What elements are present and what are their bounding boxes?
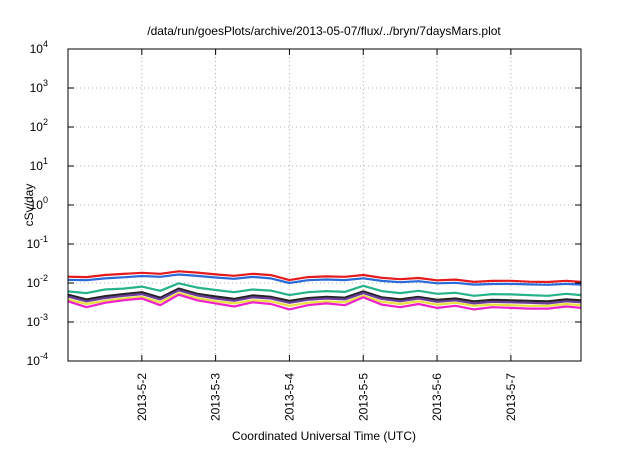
- y-tick-label: 102: [30, 117, 48, 134]
- y-axis-label: cSv/day: [22, 184, 36, 227]
- series-line: [67, 292, 582, 307]
- x-tick-label: 2013-5-5: [356, 373, 370, 421]
- x-tick-label: 2013-5-4: [282, 373, 296, 421]
- y-tick-exponent: -2: [40, 273, 48, 283]
- y-tick-label: 103: [30, 78, 48, 95]
- y-tick-exponent: 2: [43, 117, 48, 127]
- y-tick-label: 104: [30, 39, 48, 56]
- y-tick-exponent: -3: [40, 312, 48, 322]
- y-tick-exponent: 0: [43, 195, 48, 205]
- x-tick-label: 2013-5-7: [504, 373, 518, 421]
- series-lines: [67, 270, 582, 311]
- series-line: [67, 282, 582, 297]
- y-tick-exponent: -4: [40, 351, 48, 361]
- x-tick-labels: 2013-5-2 2013-5-3 2013-5-4 2013-5-5 2013-5-6…: [135, 49, 518, 421]
- series-line: [67, 273, 582, 286]
- series-line: [67, 270, 582, 284]
- y-tick-exponent: 1: [43, 156, 48, 166]
- y-tick-label: 10-4: [27, 351, 48, 368]
- x-tick-label: 2013-5-3: [209, 373, 223, 421]
- y-tick-label: 10-2: [27, 273, 48, 290]
- y-tick-exponent: -1: [40, 234, 48, 244]
- x-tick-label: 2013-5-2: [135, 373, 149, 421]
- chart-title: /data/run/goesPlots/archive/2013-05-07/f…: [147, 24, 501, 38]
- y-tick-exponent: 3: [43, 78, 48, 88]
- grid-lines: [68, 49, 581, 361]
- x-axis-label: Coordinated Universal Time (UTC): [232, 429, 416, 443]
- series-line: [67, 289, 582, 305]
- series-line: [67, 293, 582, 311]
- x-tick-label: 2013-5-6: [430, 373, 444, 421]
- y-tick-label: 10-1: [27, 234, 48, 251]
- series-line: [67, 287, 582, 303]
- y-tick-label: 101: [30, 156, 48, 173]
- y-tick-exponent: 4: [43, 39, 48, 49]
- y-tick-label: 10-3: [27, 312, 48, 329]
